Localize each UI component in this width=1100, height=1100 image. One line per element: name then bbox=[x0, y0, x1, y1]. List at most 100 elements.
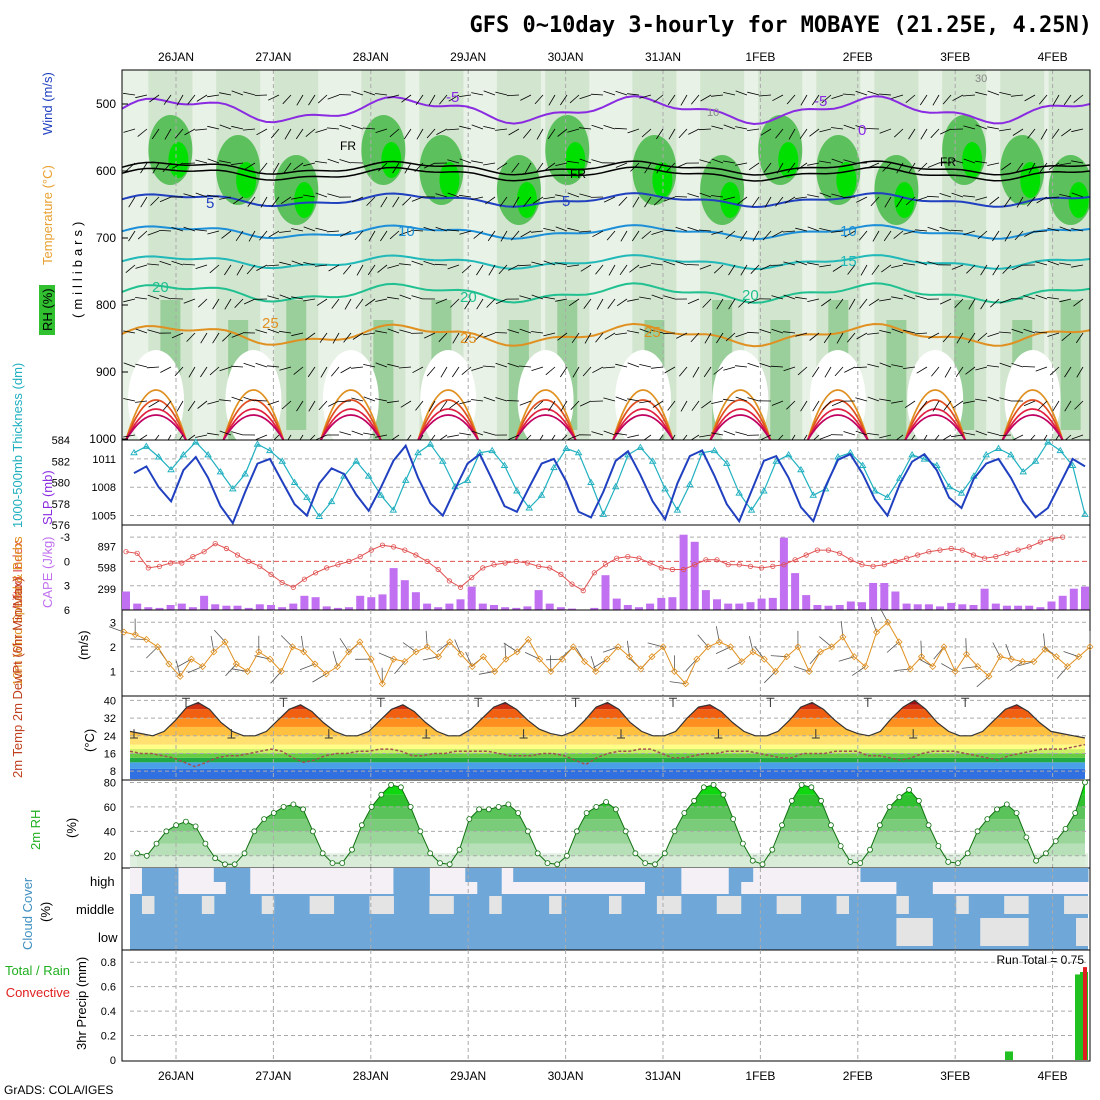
surface-contour bbox=[222, 414, 285, 440]
wind-barb bbox=[604, 332, 616, 340]
wind-barb bbox=[412, 366, 424, 374]
surface-contour bbox=[319, 399, 382, 440]
wind-barb bbox=[616, 298, 628, 307]
li-point bbox=[602, 562, 609, 568]
li-point bbox=[413, 552, 419, 558]
slp-label: SLP (mb) bbox=[40, 470, 55, 525]
rh2m-point bbox=[1013, 810, 1020, 816]
rh2m-point bbox=[153, 840, 160, 847]
thickness-point bbox=[747, 506, 756, 513]
wind10-point bbox=[895, 638, 903, 646]
wind10-barb bbox=[754, 646, 765, 660]
wind-barb bbox=[171, 227, 184, 232]
cape-bar bbox=[824, 605, 833, 610]
wind-barb bbox=[219, 399, 232, 402]
wind-barb bbox=[903, 230, 916, 235]
wind-barb bbox=[435, 193, 448, 198]
wind-barb bbox=[387, 94, 400, 99]
thickness-point bbox=[920, 455, 929, 462]
wind10-barb bbox=[918, 658, 933, 667]
wind-barb bbox=[149, 94, 160, 103]
wind-barb bbox=[903, 329, 916, 334]
wind-barb bbox=[641, 230, 652, 240]
wind-barb bbox=[123, 92, 136, 96]
wind-barb bbox=[308, 400, 316, 412]
rh2m-point bbox=[329, 860, 336, 866]
cloud-gap-cell bbox=[776, 896, 790, 914]
wind-barb bbox=[135, 328, 148, 334]
wind-barb bbox=[423, 226, 436, 232]
wind10-point bbox=[479, 653, 488, 661]
wind-barb bbox=[1012, 128, 1024, 136]
wind-barb bbox=[651, 294, 664, 300]
cloud-high-cell bbox=[1004, 868, 1017, 882]
wind-barb bbox=[942, 94, 952, 105]
wind-barb bbox=[975, 91, 988, 96]
rh-core bbox=[439, 162, 460, 198]
wind-barb bbox=[207, 230, 220, 235]
max-whisker bbox=[376, 697, 385, 708]
rh2m-point bbox=[886, 804, 893, 810]
rh2m-point bbox=[143, 852, 150, 859]
thickness-tick: 580 bbox=[52, 478, 70, 490]
rh2m-point bbox=[652, 861, 658, 868]
thickness-point bbox=[883, 493, 892, 500]
wind-barb bbox=[916, 366, 928, 374]
wind-barb bbox=[209, 264, 220, 274]
wind-barb bbox=[319, 332, 328, 343]
temp2m-tick: 16 bbox=[104, 748, 116, 760]
rh2m-point bbox=[740, 840, 746, 847]
rh2m-point bbox=[720, 791, 727, 798]
wind10-point bbox=[176, 672, 184, 680]
wind-barb bbox=[592, 366, 604, 374]
contour-label: FR bbox=[340, 139, 356, 153]
wind-barb bbox=[872, 230, 880, 242]
wind-barb bbox=[615, 332, 628, 335]
cape-bar bbox=[646, 603, 655, 610]
wind-barb bbox=[338, 94, 352, 96]
wind10-barb bbox=[976, 676, 990, 688]
wind-barb bbox=[295, 128, 304, 140]
li-point bbox=[535, 563, 542, 569]
wind-barb bbox=[644, 162, 652, 174]
wind-barb bbox=[1073, 298, 1084, 307]
wind-barb bbox=[831, 94, 844, 99]
contour-label: 25 bbox=[460, 330, 477, 347]
li-tick: 3 bbox=[64, 581, 70, 593]
cape-bar bbox=[255, 604, 264, 610]
wind-barb bbox=[821, 298, 832, 307]
cloud-high: high bbox=[90, 874, 115, 889]
wind-barb bbox=[904, 400, 916, 409]
wind-barb bbox=[1049, 366, 1060, 376]
wind-barb bbox=[234, 298, 244, 308]
wind-barb bbox=[391, 434, 400, 440]
wind-barb bbox=[167, 434, 172, 440]
cape-bar bbox=[635, 607, 643, 610]
wind-barb bbox=[207, 432, 220, 436]
wind-barb bbox=[363, 396, 376, 402]
wind-barb bbox=[747, 362, 760, 368]
li-point bbox=[424, 558, 430, 565]
precip-label: 3hr Precip (mm) bbox=[74, 957, 89, 1050]
surface-contour bbox=[514, 414, 577, 440]
wind-barb bbox=[1011, 94, 1024, 97]
surface-contour bbox=[806, 389, 869, 440]
cloud-high-cell bbox=[537, 868, 550, 882]
wind-barb bbox=[759, 264, 772, 271]
cloud-high-cell bbox=[884, 868, 897, 882]
rh-core bbox=[294, 182, 315, 218]
wind-barb bbox=[1051, 128, 1060, 139]
wind-barb bbox=[663, 196, 676, 202]
cape-bar bbox=[958, 604, 967, 610]
wind-barb bbox=[879, 398, 892, 402]
surface-contour bbox=[125, 399, 187, 440]
thickness-point bbox=[377, 491, 385, 498]
wind10-tick: 3 bbox=[110, 617, 116, 629]
wind-barb bbox=[987, 162, 1000, 166]
wind-barb bbox=[775, 128, 784, 139]
temp-band bbox=[130, 749, 1085, 754]
top-date-axis: 26JAN 27JAN 28JAN 29JAN 30JAN 31JAN 1FEB 2FEB 3F… bbox=[158, 50, 1068, 64]
max-whisker bbox=[669, 697, 677, 708]
rh2m-point bbox=[994, 806, 1000, 813]
wind-barb bbox=[160, 366, 172, 373]
